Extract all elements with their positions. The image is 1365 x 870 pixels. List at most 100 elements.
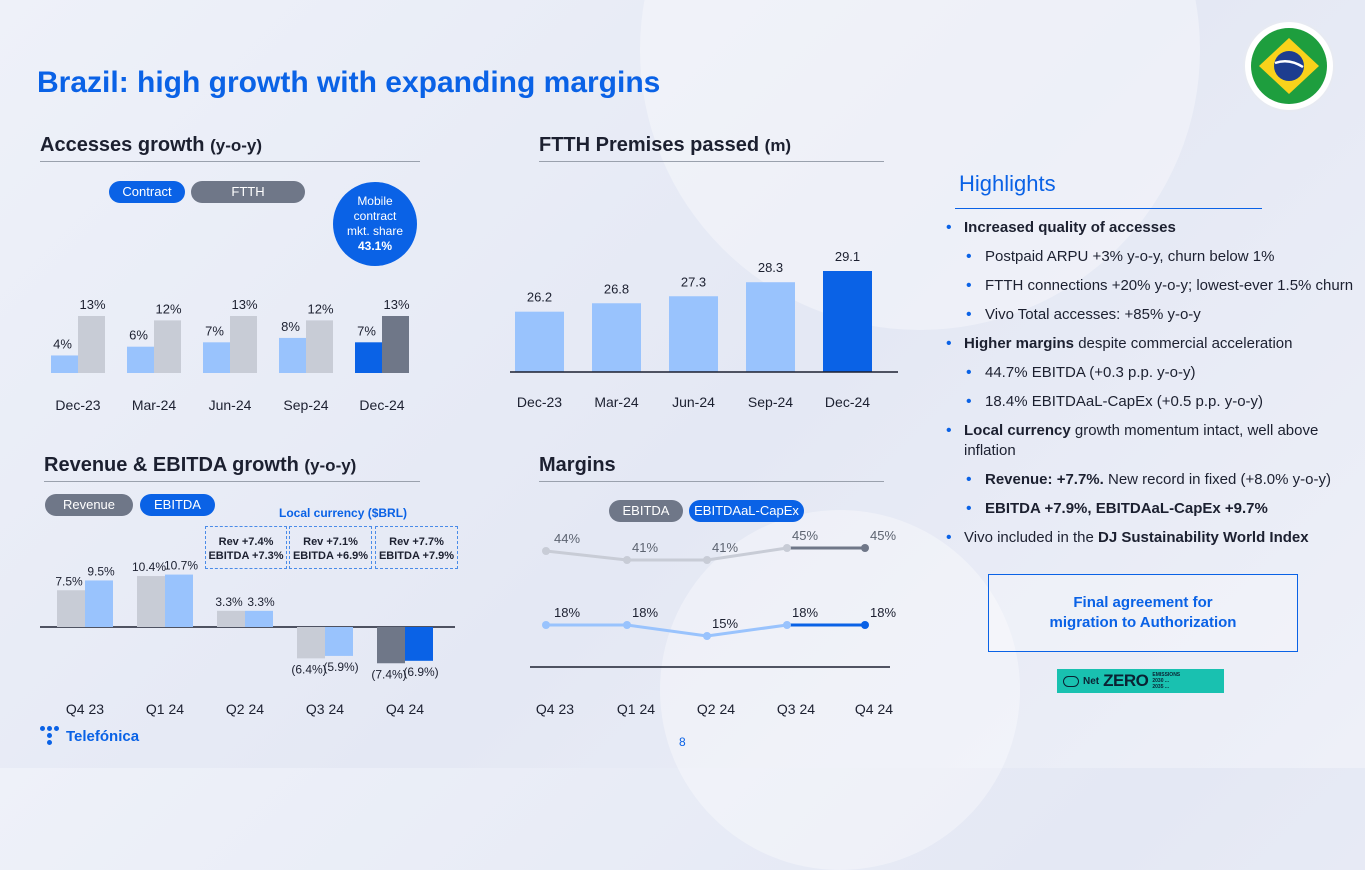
accesses-section-title: Accesses growth (y-o-y) — [40, 134, 262, 157]
highlight-item: FTTH connections +20% y-o-y; lowest-ever… — [945, 276, 1363, 296]
margins-title: Margins — [539, 454, 616, 476]
data-label: 45% — [870, 530, 896, 543]
data-label: 27.3 — [681, 274, 706, 289]
mobile-share-line2: contract — [353, 209, 397, 223]
bar-revenue — [57, 590, 85, 627]
x-tick-label: Q4 24 — [855, 701, 893, 717]
legend-margin-capex: EBITDAaL-CapEx — [689, 500, 804, 522]
mobile-share-badge: Mobile contract mkt. share 43.1% — [333, 182, 417, 266]
data-label: 29.1 — [835, 249, 860, 264]
highlight-text: 44.7% EBITDA (+0.3 p.p. y-o-y) — [985, 364, 1196, 381]
data-label: 7% — [205, 323, 224, 338]
series-point — [783, 620, 791, 629]
highlight-item: EBITDA +7.9%, EBITDAaL-CapEx +9.7% — [945, 499, 1363, 519]
data-label: 26.2 — [527, 290, 552, 305]
series-point — [703, 632, 711, 640]
x-tick-label: Q4 23 — [66, 701, 104, 717]
highlight-text: FTTH connections +20% y-o-y; lowest-ever… — [985, 277, 1354, 294]
x-tick-label: Mar-24 — [594, 394, 639, 410]
highlight-bold: Higher margins — [964, 335, 1075, 352]
data-label: 18% — [632, 605, 658, 620]
data-label: 4% — [53, 336, 72, 351]
net-zero-line1: 2030 ... — [1152, 678, 1170, 684]
bar-ebitda — [165, 574, 193, 627]
bar-ftth — [230, 316, 257, 373]
data-label: (7.4%) — [371, 667, 406, 681]
x-tick-label: Jun-24 — [209, 397, 252, 413]
final-box-line2: migration to Authorization — [1049, 614, 1237, 631]
bar-ftth — [154, 320, 181, 373]
data-label: 45% — [792, 530, 818, 543]
data-label: 44% — [554, 531, 580, 546]
data-label: 18% — [870, 605, 896, 620]
data-label: (6.4%) — [291, 662, 326, 676]
bar-ftth — [823, 271, 872, 372]
margins-section-title: Margins — [539, 454, 616, 477]
data-label: 3.3% — [247, 595, 275, 609]
x-tick-label: Sep-24 — [748, 394, 793, 410]
bar-ftth — [382, 316, 409, 373]
accesses-title-rule — [40, 161, 420, 162]
x-tick-label: Q3 24 — [777, 701, 815, 717]
bar-ftth — [746, 282, 795, 372]
bar-ebitda — [405, 627, 433, 661]
highlight-item: Revenue: +7.7%. New record in fixed (+8.… — [945, 470, 1363, 490]
accesses-title-sub: (y-o-y) — [210, 136, 263, 155]
brazil-flag-icon — [1243, 20, 1335, 112]
bar-ebitda — [85, 580, 113, 627]
highlight-text: Postpaid ARPU +3% y-o-y, churn below 1% — [985, 248, 1275, 265]
data-label: 7.5% — [55, 574, 83, 588]
page-title: Brazil: high growth with expanding margi… — [37, 66, 661, 99]
bar-revenue — [377, 627, 405, 664]
series-point — [542, 620, 550, 629]
accesses-title: Accesses growth — [40, 134, 205, 156]
data-label: 12% — [155, 301, 181, 316]
x-tick-label: Dec-23 — [517, 394, 562, 410]
highlights-rule — [955, 208, 1262, 209]
legend-ftth: FTTH — [191, 181, 305, 203]
highlight-item: Higher margins despite commercial accele… — [945, 334, 1363, 354]
data-label: 9.5% — [87, 564, 115, 578]
data-label: (5.9%) — [323, 660, 358, 674]
x-tick-label: Q1 24 — [617, 701, 655, 717]
margins-title-rule — [539, 481, 884, 482]
bar-revenue — [217, 610, 245, 627]
data-label: 7% — [357, 323, 376, 338]
data-label: 18% — [792, 605, 818, 620]
net-zero-zero: ZERO — [1103, 671, 1149, 690]
data-label: 15% — [712, 616, 738, 631]
data-label: (6.9%) — [403, 665, 438, 679]
legend-contract: Contract — [109, 181, 185, 203]
accesses-growth-chart: 4% 13% Dec-23 6% 12% Mar-24 7% 13% Jun-24 8% 12% Se… — [51, 297, 410, 413]
bar-contract — [355, 342, 382, 373]
note-rev: Rev +7.7% — [389, 536, 444, 548]
margins-chart: 44% 41% 41% 45% 45% 18% 18% 15% 18% 18% Q4 23 Q1 24… — [530, 530, 896, 717]
data-label: 13% — [79, 297, 105, 312]
local-currency-note: Rev +7.1% EBITDA +6.9% — [289, 526, 372, 569]
data-label: 10.4% — [132, 560, 166, 574]
legend-ebitda: EBITDA — [140, 494, 215, 516]
highlight-item: Postpaid ARPU +3% y-o-y, churn below 1% — [945, 247, 1363, 267]
series-point — [861, 544, 869, 552]
x-tick-label: Dec-24 — [359, 397, 404, 413]
local-currency-note: Rev +7.7% EBITDA +7.9% — [375, 526, 458, 569]
data-label: 3.3% — [215, 595, 243, 609]
data-label: 10.7% — [164, 559, 198, 573]
highlight-item: 44.7% EBITDA (+0.3 p.p. y-o-y) — [945, 363, 1363, 383]
cloud-icon — [1063, 675, 1079, 687]
local-currency-label: Local currency ($BRL) — [279, 506, 408, 520]
data-label: 12% — [307, 301, 333, 316]
highlight-bold: Local currency — [964, 422, 1071, 439]
bar-ftth — [515, 311, 564, 372]
local-currency-note: Rev +7.4% EBITDA +7.3% — [205, 526, 287, 569]
x-tick-label: Dec-23 — [55, 397, 100, 413]
bar-revenue — [297, 627, 325, 659]
data-label: 41% — [712, 540, 738, 555]
net-zero-line2: 2035 ... — [1152, 684, 1170, 690]
revenue-title-sub: (y-o-y) — [304, 456, 357, 475]
x-tick-label: Q2 24 — [697, 701, 735, 717]
bar-ftth — [669, 296, 718, 372]
net-zero-details: EMISSIONS 2030 ... 2035 ... — [1152, 672, 1180, 690]
data-label: 8% — [281, 319, 300, 334]
mobile-share-line3: mkt. share — [346, 224, 403, 238]
